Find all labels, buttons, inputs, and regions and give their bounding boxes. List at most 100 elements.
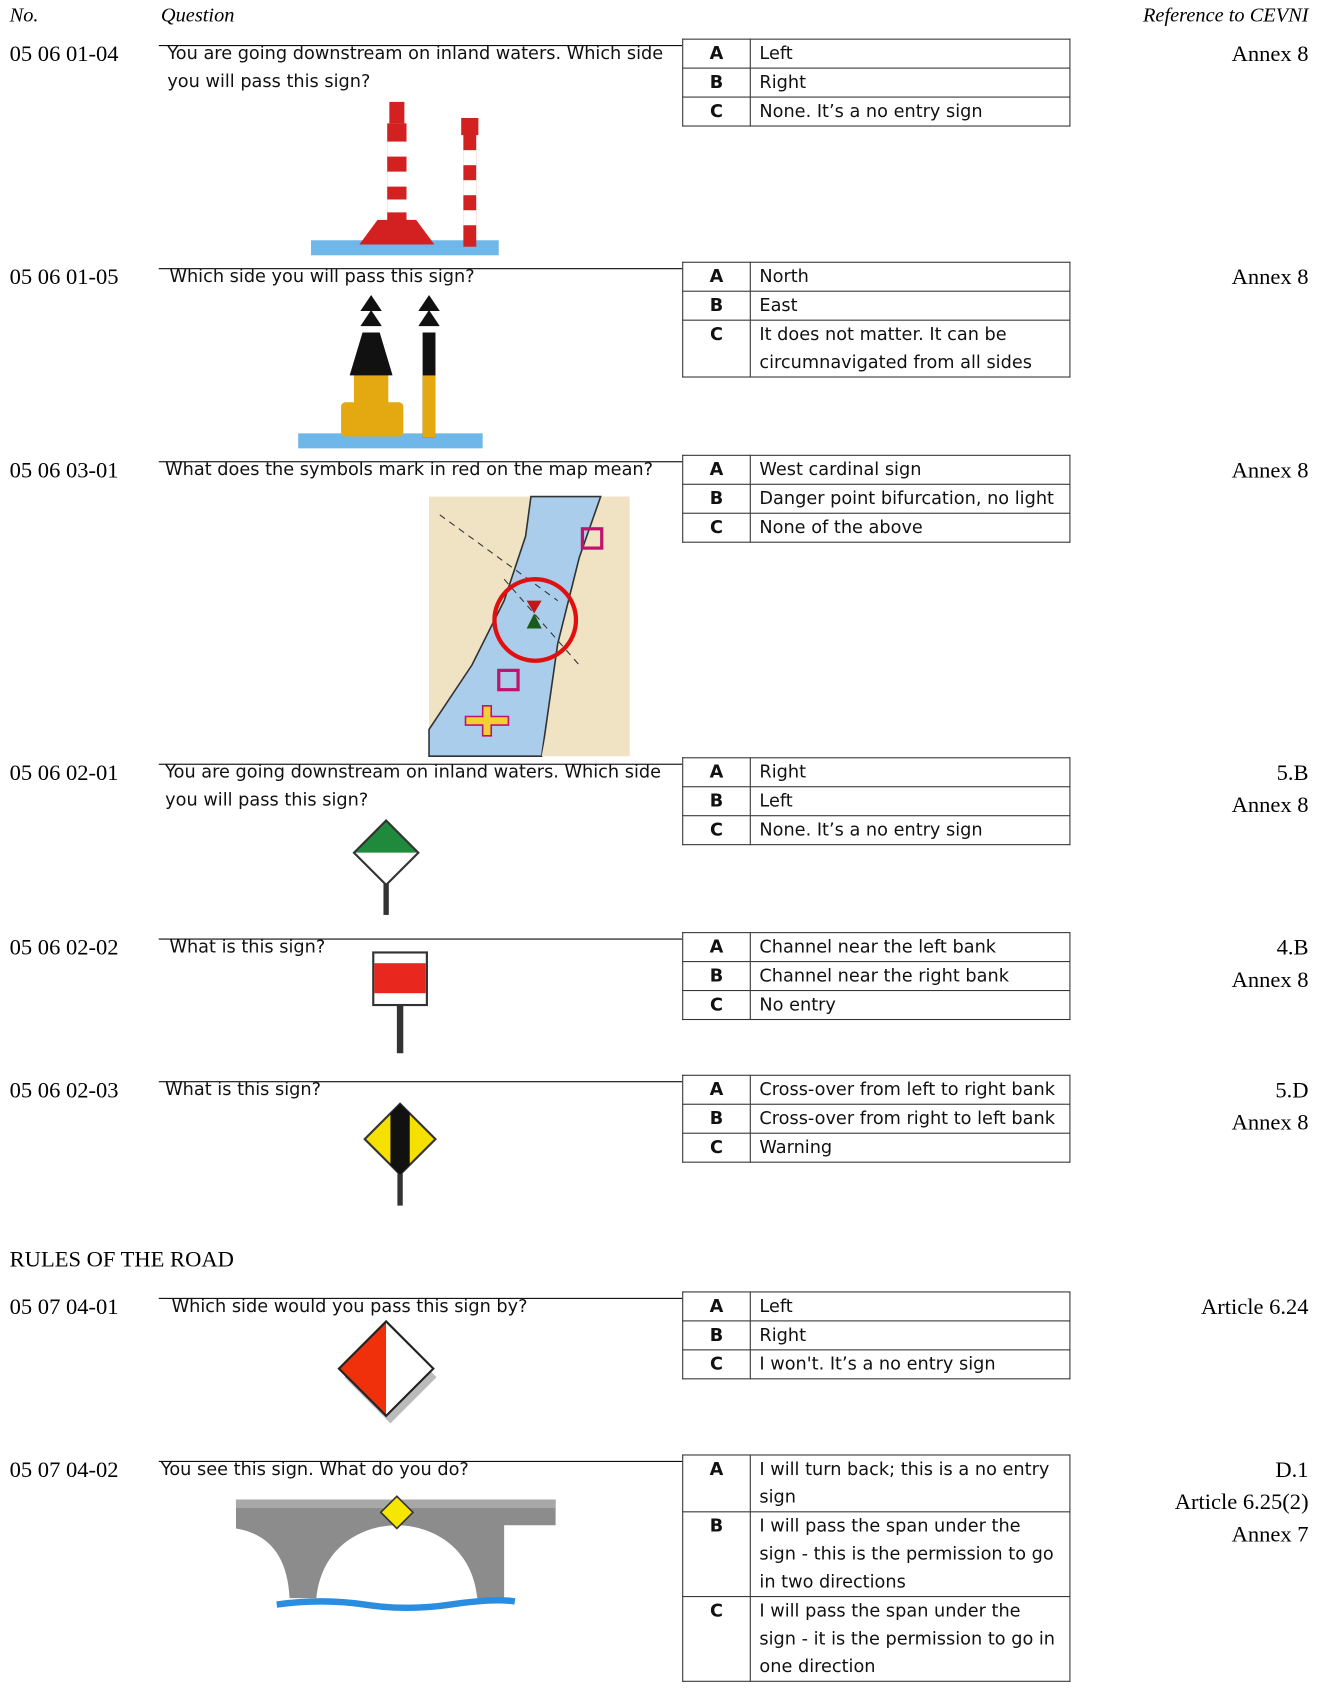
option-row: A Channel near the left bank bbox=[682, 932, 1071, 963]
option-text: Cross-over from right to left bank bbox=[749, 1103, 1071, 1134]
question-rule bbox=[158, 268, 683, 270]
references: 5.B Annex 8 bbox=[987, 756, 1309, 820]
reference: Annex 8 bbox=[1231, 1109, 1309, 1135]
option-letter: C bbox=[682, 1596, 751, 1682]
option-letter: C bbox=[682, 1132, 751, 1163]
option-text: Cross-over from left to right bank bbox=[749, 1074, 1071, 1105]
question-rule bbox=[158, 1297, 683, 1299]
question-number: 05 07 04-02 bbox=[9, 1456, 119, 1483]
question-number: 05 07 04-01 bbox=[9, 1293, 119, 1320]
question-number: 05 06 03-01 bbox=[9, 456, 119, 483]
option-letter: C bbox=[682, 319, 751, 378]
option-letter: C bbox=[682, 990, 751, 1021]
question-number: 05 06 02-02 bbox=[9, 934, 119, 960]
option-row: C Warning bbox=[682, 1132, 1071, 1163]
option-row: B Left bbox=[682, 786, 1071, 817]
option-row: A West cardinal sign bbox=[682, 454, 1071, 485]
options-table: A Left B Right C None. It’s a no entry sign bbox=[682, 38, 1071, 127]
option-letter: C bbox=[682, 512, 751, 543]
option-letter: C bbox=[682, 1349, 751, 1380]
option-text: No entry bbox=[749, 990, 1071, 1021]
option-row: C None of the above bbox=[682, 512, 1071, 543]
question-text: Which side would you pass this sign by? bbox=[171, 1295, 528, 1317]
cardinal-buoys bbox=[298, 294, 483, 449]
option-row: A Cross-over from left to right bank bbox=[682, 1074, 1071, 1105]
option-text: North bbox=[749, 261, 1071, 292]
map bbox=[428, 495, 630, 757]
references: 5.D Annex 8 bbox=[987, 1074, 1309, 1138]
green-sign bbox=[352, 819, 420, 915]
option-text: I won't. It’s a no entry sign bbox=[749, 1349, 1071, 1380]
option-text: I will pass the span under the sign - th… bbox=[749, 1511, 1071, 1598]
question-number: 05 06 01-04 bbox=[9, 40, 119, 67]
reference: Annex 8 bbox=[1231, 456, 1309, 483]
option-text: Channel near the right bank bbox=[749, 961, 1071, 992]
option-letter: A bbox=[682, 38, 751, 69]
option-text: None. It’s a no entry sign bbox=[749, 815, 1071, 846]
references: 4.B Annex 8 bbox=[987, 931, 1309, 995]
option-row: B East bbox=[682, 290, 1071, 321]
option-text: I will turn back; this is a no entry sig… bbox=[749, 1454, 1071, 1513]
option-text: East bbox=[749, 290, 1071, 321]
question-text: You see this sign. What do you do? bbox=[160, 1458, 469, 1480]
question-text: You are going downstream on inland water… bbox=[167, 42, 664, 92]
question-rule bbox=[158, 1081, 683, 1083]
option-letter: A bbox=[682, 1454, 751, 1513]
option-row: B Danger point bifurcation, no light bbox=[682, 483, 1071, 514]
option-row: C None. It’s a no entry sign bbox=[682, 815, 1071, 846]
option-text: I will pass the span under the sign - it… bbox=[749, 1596, 1071, 1682]
reference: 5.D bbox=[1275, 1076, 1309, 1103]
options-table: A Channel near the left bank B Channel near… bbox=[682, 932, 1071, 1021]
yellow-black-sign bbox=[363, 1102, 437, 1206]
option-row: C It does not matter. It can be circumnav… bbox=[682, 319, 1071, 378]
question-number: 05 06 01-05 bbox=[9, 263, 119, 290]
option-text: Right bbox=[749, 1320, 1071, 1351]
option-letter: A bbox=[682, 454, 751, 485]
option-row: B Cross-over from right to left bank bbox=[682, 1103, 1071, 1134]
option-text: It does not matter. It can be circumnavi… bbox=[749, 319, 1071, 378]
question-rule bbox=[158, 763, 683, 765]
question-number: 05 06 02-03 bbox=[9, 1076, 119, 1103]
bridge bbox=[235, 1495, 556, 1612]
option-letter: C bbox=[682, 96, 751, 127]
question-number: 05 06 02-01 bbox=[9, 759, 119, 786]
option-text: Left bbox=[749, 786, 1071, 817]
option-row: C No entry bbox=[682, 990, 1071, 1021]
options-table: A Cross-over from left to right bank B Cros… bbox=[682, 1074, 1071, 1163]
question-text: What is this sign? bbox=[169, 936, 326, 957]
references: Annex 8 bbox=[987, 261, 1309, 293]
reference: Annex 8 bbox=[1231, 966, 1309, 993]
question-text: What does the symbols mark in red on the… bbox=[165, 459, 654, 480]
header-number: No. bbox=[9, 4, 39, 27]
option-text: West cardinal sign bbox=[749, 454, 1071, 485]
option-row: A Right bbox=[682, 757, 1071, 788]
references: Annex 8 bbox=[987, 454, 1309, 486]
option-row: A North bbox=[682, 261, 1071, 292]
reference: D.1 bbox=[1275, 1456, 1309, 1483]
option-letter: C bbox=[682, 815, 751, 846]
reference: Article 6.25(2) bbox=[1174, 1488, 1309, 1515]
option-letter: B bbox=[682, 786, 751, 817]
reference: 4.B bbox=[1276, 934, 1309, 960]
options-table: A Left B Right C I won't. It’s a no entry sig… bbox=[682, 1291, 1071, 1380]
option-letter: A bbox=[682, 932, 751, 963]
option-letter: B bbox=[682, 290, 751, 321]
option-row: A Left bbox=[682, 38, 1071, 69]
option-letter: A bbox=[682, 1074, 751, 1105]
reference: Article 6.24 bbox=[1200, 1293, 1309, 1320]
red-board-sign bbox=[372, 951, 428, 1054]
option-text: None. It’s a no entry sign bbox=[749, 96, 1071, 127]
section-title: RULES OF THE ROAD bbox=[9, 1246, 234, 1273]
red-white-sign bbox=[337, 1319, 437, 1424]
option-row: A Left bbox=[682, 1291, 1071, 1322]
option-letter: B bbox=[682, 67, 751, 98]
option-row: B Right bbox=[682, 1320, 1071, 1351]
option-letter: A bbox=[682, 1291, 751, 1322]
question-text: You are going downstream on inland water… bbox=[165, 761, 662, 810]
references: Annex 8 bbox=[987, 38, 1309, 70]
option-letter: B bbox=[682, 1320, 751, 1351]
